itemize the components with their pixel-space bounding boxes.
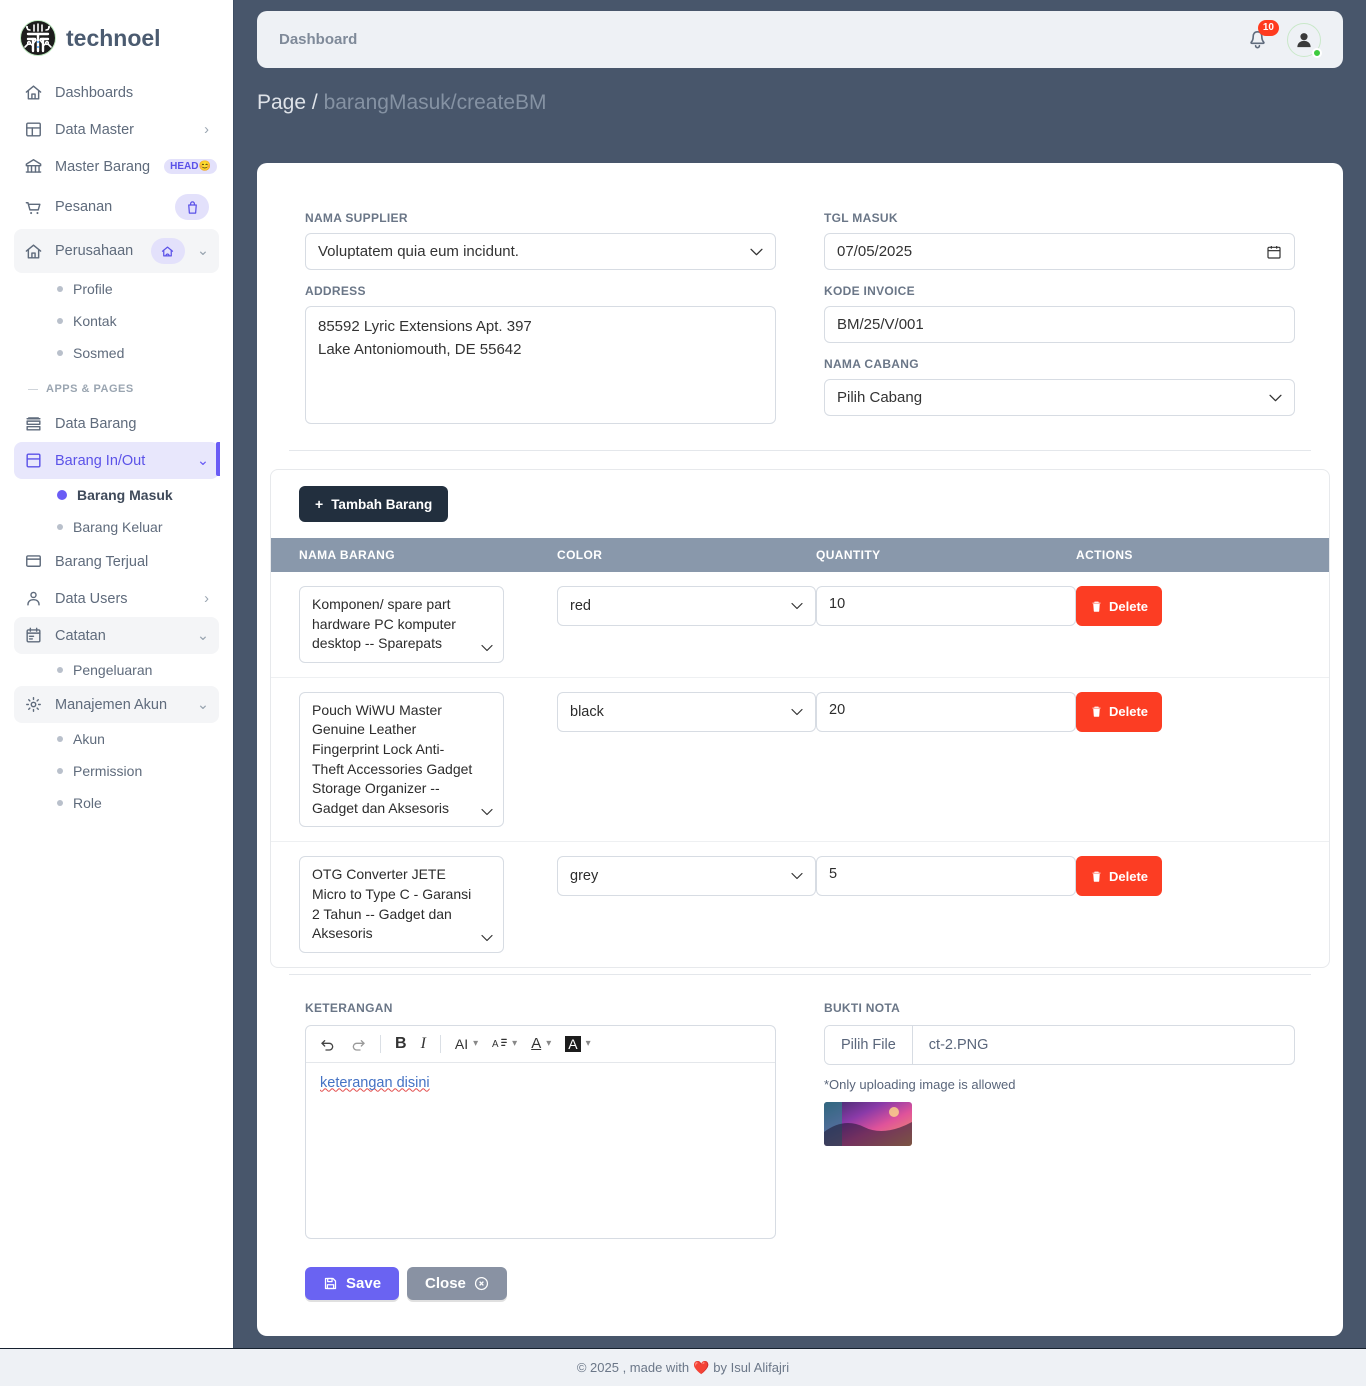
- svg-text:A: A: [492, 1039, 499, 1050]
